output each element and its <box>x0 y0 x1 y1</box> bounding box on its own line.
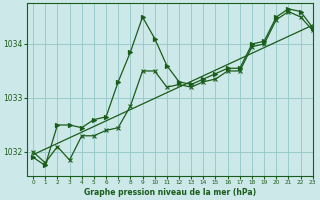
X-axis label: Graphe pression niveau de la mer (hPa): Graphe pression niveau de la mer (hPa) <box>84 188 256 197</box>
